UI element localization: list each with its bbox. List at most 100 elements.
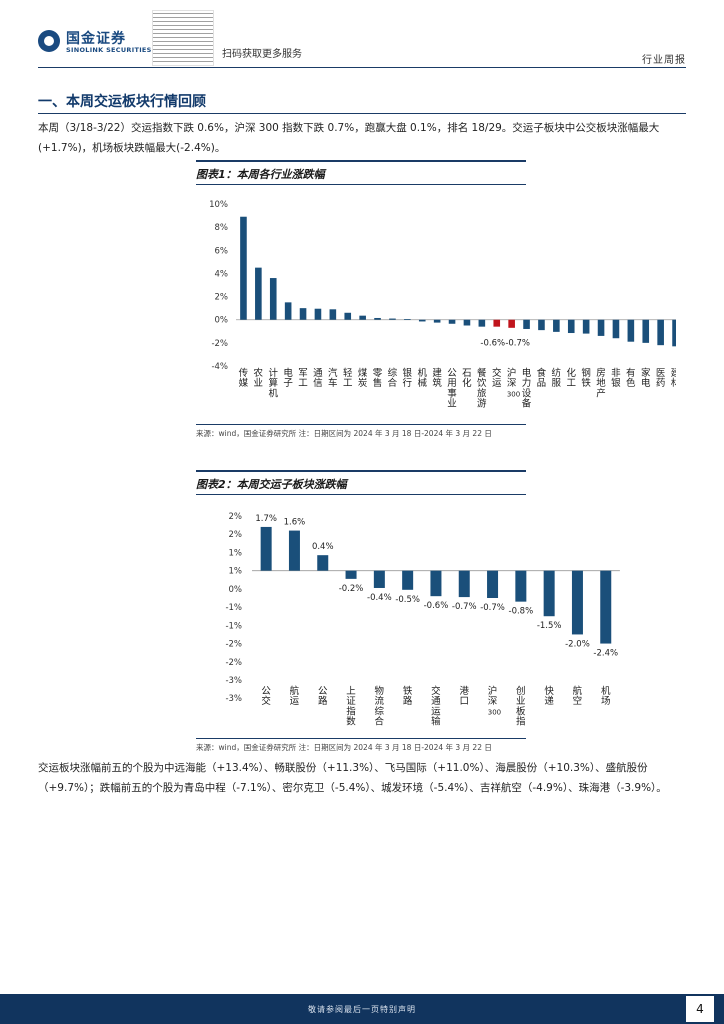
chart2-data-label: -0.7% [480, 603, 505, 613]
chart1-category-label: 计算机 [268, 367, 278, 399]
chart1-bar-c19 [523, 319, 530, 329]
chart1-category-label: 电子 [283, 367, 293, 389]
chart1-category-label: 煤炭 [358, 367, 368, 389]
chart1-bar-c14 [448, 319, 456, 324]
chart2-bar-c8 [487, 570, 499, 598]
figure2-title-line [196, 494, 526, 495]
header-divider [38, 67, 686, 68]
chart1-bar-c11 [404, 319, 411, 320]
chart2-category-label: 公路 [318, 686, 328, 707]
chart1-data-label: -0.7% [505, 339, 530, 349]
chart1-bar-c17 [493, 319, 501, 327]
chart2-category-label: 铁路 [403, 685, 413, 707]
chart1-category-label: 建筑 [432, 367, 442, 389]
stocks-paragraph: 交运板块涨幅前五的个股为中远海能（+13.4%）、畅联股份（+11.3%）、飞马… [38, 762, 667, 794]
chart2-ytick-label: -1% [225, 621, 242, 631]
figure2-top-line [196, 470, 526, 472]
chart1-bar-c15 [463, 319, 471, 326]
chart1-bar-c25 [612, 319, 620, 339]
chart1-bar-c16 [478, 319, 486, 327]
chart1-category-label: 银行 [403, 367, 413, 389]
figure1-source: 来源：wind，国金证券研究所 注：日期区间为 2024 年 3 月 18 日-… [196, 429, 492, 438]
chart1-bar-c10 [389, 318, 396, 320]
footer-disclaimer: 敬请参阅最后一页特别声明 [308, 1005, 416, 1014]
qr-code-icon[interactable] [152, 10, 214, 66]
chart1-bar-c9 [374, 317, 381, 320]
chart1-category-label: 房地产 [596, 367, 606, 399]
chart1-bar-c2 [269, 278, 277, 320]
chart1-bar-c24 [597, 319, 605, 336]
chart2-data-label: -0.4% [367, 593, 392, 603]
chart1-category-label: 有色 [626, 367, 636, 389]
chart1-category-label: 军工 [298, 368, 308, 389]
chart2-category-label: 上证指数 [346, 686, 356, 728]
section-divider [38, 113, 686, 114]
qr-label: 扫码获取更多服务 [222, 49, 302, 60]
chart2-category-label: 沪深 300 [488, 685, 501, 716]
chart1-bar-c27 [642, 319, 650, 343]
chart2-data-label: 1.6% [284, 518, 306, 528]
chart1-bar-c20 [538, 319, 545, 331]
chart2-bar-c0 [260, 526, 272, 571]
chart2-bar-c2 [317, 555, 329, 571]
chart2-ytick-label: 0% [229, 585, 243, 595]
logo-icon [38, 30, 60, 52]
figure2-bottom-line [196, 738, 526, 739]
chart2-bar-c11 [571, 570, 583, 635]
chart1-bar-c6 [329, 309, 337, 320]
chart1-bar-c21 [553, 319, 560, 332]
chart2-data-label: 1.7% [255, 514, 277, 524]
chart2-bar-c3 [345, 570, 357, 579]
figure2-title: 图表2：本周交运子板块涨跌幅 [196, 478, 347, 491]
chart1-bar-c1 [255, 267, 262, 320]
chart2-category-label: 机场 [601, 685, 611, 707]
chart2-ytick-label: -2% [225, 640, 242, 650]
chart1-category-label: 轻工 [343, 367, 353, 389]
chart1-ytick-label: 2% [215, 293, 229, 303]
chart1-bar-c26 [627, 319, 635, 342]
chart2-ytick-label: 1% [229, 567, 243, 577]
chart1-ytick-label: -2% [211, 339, 228, 349]
chart2-data-label: -0.5% [395, 595, 420, 605]
chart2-data-label: -0.2% [339, 584, 364, 594]
figure2-source: 来源：wind，国金证券研究所 注：日期区间为 2024 年 3 月 18 日-… [196, 743, 492, 752]
chart1-category-label: 建材 [671, 367, 676, 389]
chart2-bar-c5 [402, 570, 414, 590]
chart1-category-label: 汽车 [328, 367, 338, 389]
chart2-bar-c7 [458, 570, 470, 598]
chart1-category-label: 交运 [492, 367, 502, 389]
chart1-category-label: 零售 [373, 368, 383, 389]
chart2-data-label: -0.7% [452, 602, 477, 612]
chart1-bar-c3 [284, 302, 292, 320]
chart2-bar-c4 [373, 570, 385, 588]
chart2-category-label: 创业板指 [516, 685, 526, 728]
chart2-ytick-label: 1% [229, 548, 243, 558]
figure2-title-box: 图表2：本周交运子板块涨跌幅 [196, 473, 526, 493]
figure1-top-line [196, 160, 526, 162]
chart1-bar-c5 [314, 308, 322, 320]
chart1-ytick-label: 0% [215, 316, 229, 326]
chart2-data-label: -1.5% [537, 621, 562, 631]
page-number: 4 [686, 996, 714, 1022]
intro-paragraph: 本周（3/18-3/22）交运指数下跌 0.6%，沪深 300 指数下跌 0.7… [38, 122, 660, 154]
chart1-category-label: 通信 [313, 368, 323, 389]
chart2-category-label: 航运 [290, 685, 300, 707]
chart1-bar-c18 [508, 319, 515, 328]
chart1-category-label: 机械 [417, 367, 427, 389]
chart2-ytick-label: 2% [229, 530, 243, 540]
chart1-bar-c8 [359, 315, 366, 320]
chart1-bar-c23 [582, 319, 590, 334]
chart1-category-label: 石化 [462, 368, 472, 389]
chart1-ytick-label: 8% [215, 223, 229, 233]
chart1-ytick-label: 10% [209, 200, 228, 210]
chart2-data-label: -2.4% [593, 649, 618, 659]
chart1-bar-c7 [344, 312, 352, 320]
chart2-ytick-label: -1% [225, 603, 242, 613]
chart1-bar-c13 [433, 319, 441, 323]
chart2-data-label: 0.4% [312, 542, 334, 552]
chart2-bar-c6 [430, 570, 442, 597]
chart2-bar-c12 [600, 570, 612, 644]
chart1-category-label: 餐饮旅游 [477, 367, 487, 410]
chart1-category-label: 纺服 [552, 367, 562, 389]
logo-cn: 国金证券 [66, 31, 126, 47]
